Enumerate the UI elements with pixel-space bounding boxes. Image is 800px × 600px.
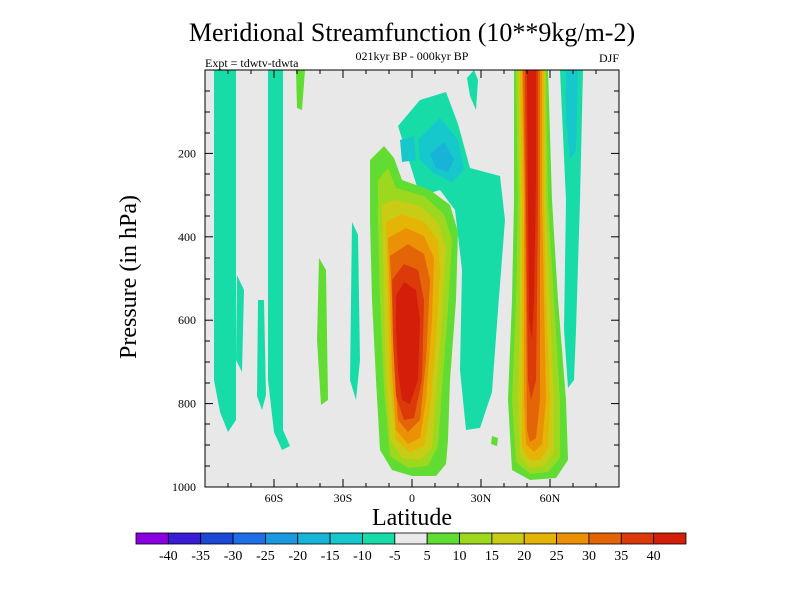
contour-region bbox=[350, 222, 360, 400]
x-tick-label: 30S bbox=[334, 491, 353, 505]
colorbar-swatch bbox=[297, 532, 331, 545]
y-axis-label: Pressure (in hPa) bbox=[116, 195, 142, 359]
y-tick-label: 400 bbox=[178, 230, 196, 244]
colorbar-label: -20 bbox=[288, 549, 307, 564]
colorbar-label: -35 bbox=[191, 549, 210, 564]
colorbar-label: 35 bbox=[614, 549, 628, 564]
colorbar bbox=[135, 532, 687, 545]
contour-region bbox=[214, 70, 236, 432]
contour-region bbox=[527, 70, 536, 340]
chart-title: Meridional Streamfunction (10**9kg/m-2) bbox=[189, 18, 635, 47]
contour-region bbox=[566, 70, 578, 160]
x-tick-label: 0 bbox=[409, 491, 415, 505]
colorbar-swatch bbox=[556, 532, 590, 545]
colorbar-swatch bbox=[265, 532, 299, 545]
contour-fills bbox=[214, 70, 583, 480]
colorbar-label: -15 bbox=[321, 549, 340, 564]
colorbar-label: 15 bbox=[485, 549, 499, 564]
contour-region bbox=[490, 242, 498, 300]
contour-region bbox=[430, 142, 454, 172]
colorbar-label: -40 bbox=[159, 549, 178, 564]
colorbar-swatch bbox=[200, 532, 234, 545]
y-tick-label: 800 bbox=[178, 397, 196, 411]
contour-region bbox=[560, 70, 583, 388]
colorbar-label: 5 bbox=[424, 549, 431, 564]
colorbar-swatch bbox=[135, 532, 169, 545]
chart-subtitle: 021kyr BP - 000kyr BP bbox=[356, 49, 469, 63]
colorbar-swatch bbox=[620, 532, 655, 545]
x-tick-label: 30N bbox=[471, 491, 492, 505]
colorbar-label: 25 bbox=[550, 549, 564, 564]
colorbar-label: -10 bbox=[353, 549, 372, 564]
x-axis-ticks: 60S 30S 0 30N 60N bbox=[265, 70, 561, 505]
contour-region bbox=[236, 275, 244, 372]
colorbar-label: 30 bbox=[582, 549, 596, 564]
contour-region bbox=[257, 300, 266, 410]
contour-region bbox=[396, 282, 420, 404]
contour-region bbox=[467, 70, 478, 110]
y-tick-label: 600 bbox=[178, 313, 196, 327]
y-axis-ticks: 200 400 600 800 1000 bbox=[172, 146, 619, 494]
minor-ticks bbox=[205, 70, 619, 487]
colorbar-swatch bbox=[588, 532, 622, 545]
colorbar-label: -25 bbox=[256, 549, 275, 564]
y-tick-label: 1000 bbox=[172, 480, 196, 494]
colorbar-swatch bbox=[362, 532, 396, 545]
colorbar-label: 20 bbox=[517, 549, 531, 564]
x-tick-label: 60S bbox=[265, 491, 284, 505]
colorbar-swatch bbox=[459, 532, 493, 545]
colorbar-swatch bbox=[653, 532, 687, 545]
experiment-label: Expt = tdwtv-tdwta bbox=[205, 56, 299, 70]
colorbar-label: -5 bbox=[389, 549, 401, 564]
contour-region bbox=[491, 436, 498, 446]
colorbar-label: 40 bbox=[647, 549, 661, 564]
colorbar-swatch bbox=[491, 532, 525, 545]
colorbar-labels: -40 -35 -30 -25 -20 -15 -10 -5 5 10 15 20 25 30 35 40 bbox=[159, 549, 661, 564]
colorbar-swatch bbox=[426, 532, 460, 545]
contour-region bbox=[317, 258, 328, 405]
colorbar-label: -30 bbox=[224, 549, 243, 564]
colorbar-swatch bbox=[523, 532, 557, 545]
contour-region bbox=[296, 70, 305, 110]
y-tick-label: 200 bbox=[178, 146, 196, 160]
colorbar-label: 10 bbox=[453, 549, 467, 564]
contour-region bbox=[400, 136, 416, 162]
colorbar-swatch bbox=[394, 532, 428, 545]
contour-region bbox=[268, 70, 290, 450]
x-axis-label: Latitude bbox=[372, 505, 452, 531]
season-label: DJF bbox=[599, 51, 619, 65]
colorbar-swatch bbox=[232, 532, 266, 545]
x-tick-label: 60N bbox=[540, 491, 561, 505]
colorbar-swatch bbox=[167, 532, 202, 545]
contour-region bbox=[398, 92, 505, 430]
colorbar-swatch bbox=[329, 532, 363, 545]
